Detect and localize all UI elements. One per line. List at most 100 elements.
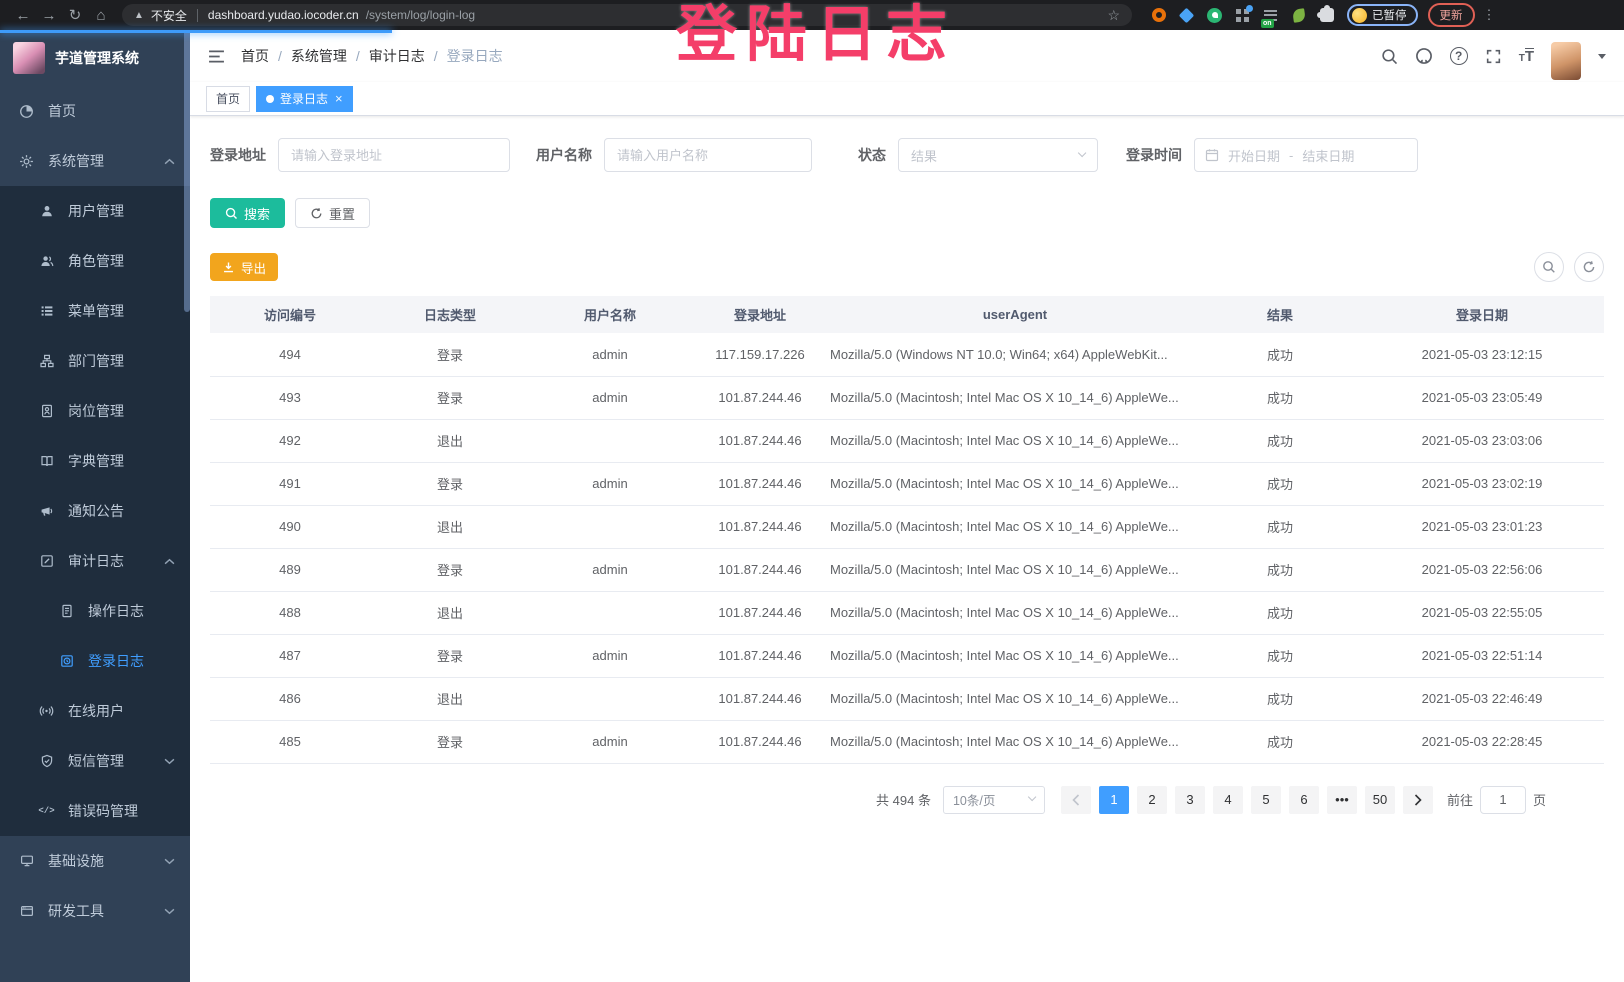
- app-logo: [13, 42, 45, 74]
- paused-badge[interactable]: 已暂停: [1347, 4, 1418, 26]
- page-button-3[interactable]: 3: [1174, 785, 1205, 814]
- page-more-button[interactable]: •••: [1326, 785, 1357, 814]
- export-button[interactable]: 导出: [210, 253, 279, 281]
- toggle-search-button[interactable]: [1534, 252, 1564, 282]
- table-row: 486 退出 101.87.244.46 Mozilla/5.0 (Macintosh…: [210, 677, 1604, 721]
- close-icon[interactable]: ×: [335, 91, 343, 106]
- tag-home[interactable]: 首页: [206, 85, 251, 112]
- browser-back-icon[interactable]: ←: [15, 6, 31, 24]
- sidebar-item-audit-log[interactable]: 审计日志: [0, 536, 190, 586]
- breadcrumb-system[interactable]: 系统管理: [290, 48, 347, 64]
- breadcrumb-home[interactable]: 首页: [241, 48, 269, 64]
- sidebar-scrollbar[interactable]: [184, 30, 190, 312]
- address-divider: [196, 8, 198, 22]
- page-button-1[interactable]: 1: [1098, 785, 1129, 814]
- sidebar-item-error-codes[interactable]: </> 错误码管理: [0, 786, 190, 836]
- page-button-5[interactable]: 5: [1250, 785, 1281, 814]
- sidebar-item-departments[interactable]: 部门管理: [0, 336, 190, 386]
- username-input[interactable]: [604, 138, 812, 172]
- status-label: 状态: [858, 147, 886, 163]
- sidebar-item-notices[interactable]: 通知公告: [0, 486, 190, 536]
- sidebar-item-posts[interactable]: 岗位管理: [0, 386, 190, 436]
- browser-reload-icon[interactable]: ↻: [68, 7, 82, 24]
- browser-home-icon[interactable]: ⌂: [96, 6, 106, 24]
- sidebar-item-infrastructure[interactable]: 基础设施: [0, 836, 190, 886]
- sidebar-item-sms[interactable]: 短信管理: [0, 736, 190, 786]
- status-select[interactable]: 结果: [898, 138, 1098, 172]
- loading-progress-bar: [0, 30, 392, 33]
- calendar-icon: [1205, 148, 1219, 162]
- tag-login-log[interactable]: 登录日志 ×: [256, 85, 353, 112]
- address-bar[interactable]: ▲ 不安全 dashboard.yudao.iocoder.cn/system/…: [122, 4, 1132, 26]
- sidebar-item-home[interactable]: 首页: [0, 86, 190, 136]
- table-row: 494 登录 admin 117.159.17.226 Mozilla/5.0 (Win…: [210, 333, 1604, 377]
- page-size-select[interactable]: 10条/页: [942, 785, 1045, 814]
- extension-list-icon[interactable]: on: [1261, 7, 1279, 28]
- book-icon: [38, 454, 55, 468]
- gear-icon: [18, 154, 35, 169]
- username-label: 用户名称: [536, 147, 592, 163]
- megaphone-icon: [38, 504, 55, 518]
- avatar[interactable]: [1551, 42, 1581, 80]
- caret-down-icon[interactable]: [1598, 53, 1606, 59]
- extension-orange-icon[interactable]: [1150, 7, 1167, 24]
- sidebar-item-roles[interactable]: 角色管理: [0, 236, 190, 286]
- sidebar-item-users[interactable]: 用户管理: [0, 186, 190, 236]
- sidebar-item-operation-log[interactable]: 操作日志: [0, 586, 190, 636]
- search-button[interactable]: 搜索: [210, 198, 286, 228]
- refresh-button[interactable]: [1574, 252, 1604, 282]
- sidebar-item-dictionary[interactable]: 字典管理: [0, 436, 190, 486]
- prev-page-button[interactable]: [1060, 785, 1091, 814]
- table-row: 485 登录 admin 101.87.244.46 Mozilla/5.0 (Maci…: [210, 720, 1604, 764]
- extension-green-circle-icon[interactable]: [1206, 7, 1223, 24]
- next-page-button[interactable]: [1402, 785, 1433, 814]
- filter-form: 登录地址 用户名称 状态 结果 登录时间 开始日期 - 结束日期: [210, 138, 1604, 172]
- shield-check-icon: [38, 754, 55, 768]
- update-button[interactable]: 更新: [1427, 3, 1475, 27]
- reset-button[interactable]: 重置: [295, 198, 371, 228]
- sidebar-item-menus[interactable]: 菜单管理: [0, 286, 190, 336]
- security-warning[interactable]: 不安全: [150, 8, 187, 23]
- date-range-picker[interactable]: 开始日期 - 结束日期: [1194, 138, 1418, 172]
- login-address-input[interactable]: [278, 138, 510, 172]
- pen-square-icon: [38, 554, 55, 568]
- sidebar-item-online-users[interactable]: 在线用户: [0, 686, 190, 736]
- extension-gem-icon[interactable]: [1178, 7, 1195, 24]
- goto-page-input[interactable]: [1479, 785, 1526, 814]
- table-row: 487 登录 admin 101.87.244.46 Mozilla/5.0 (Maci…: [210, 634, 1604, 678]
- bookmark-star-icon[interactable]: ☆: [1107, 6, 1120, 23]
- sidebar-item-system[interactable]: 系统管理: [0, 136, 190, 186]
- app-logo-row[interactable]: 芋道管理系统: [0, 30, 190, 86]
- signal-icon: [38, 704, 55, 718]
- page-button-2[interactable]: 2: [1136, 785, 1167, 814]
- browser-forward-icon[interactable]: →: [41, 6, 57, 24]
- sidebar-item-login-log[interactable]: 登录日志: [0, 636, 190, 686]
- breadcrumb-audit-log[interactable]: 审计日志: [368, 48, 425, 64]
- table-row: 492 退出 101.87.244.46 Mozilla/5.0 (Macintosh…: [210, 419, 1604, 463]
- sidebar-item-dev-tools[interactable]: 研发工具: [0, 886, 190, 936]
- col-header-result: 结果: [1200, 296, 1360, 333]
- page-button-50[interactable]: 50: [1364, 785, 1395, 814]
- github-icon[interactable]: [1415, 47, 1433, 65]
- browser-menu-icon[interactable]: ⋮: [1482, 7, 1496, 22]
- hamburger-icon[interactable]: [208, 49, 225, 64]
- extensions-puzzle-icon[interactable]: [1316, 5, 1335, 24]
- extension-grid-icon[interactable]: [1234, 4, 1253, 24]
- goto-label: 前往: [1446, 793, 1473, 808]
- page-button-6[interactable]: 6: [1288, 785, 1319, 814]
- table-row: 493 登录 admin 101.87.244.46 Mozilla/5.0 (Maci…: [210, 376, 1604, 420]
- user-icon: [38, 204, 55, 218]
- monitor-icon: [18, 854, 35, 868]
- extension-leaf-icon[interactable]: [1290, 7, 1307, 24]
- search-icon[interactable]: [1381, 48, 1398, 65]
- url-path: /system/log/login-log: [365, 8, 476, 22]
- document-icon: [58, 604, 75, 618]
- table-row: 488 退出 101.87.244.46 Mozilla/5.0 (Macintosh…: [210, 591, 1604, 635]
- fullscreen-icon[interactable]: [1485, 48, 1502, 65]
- table-header-row: 访问编号 日志类型 用户名称 登录地址 userAgent 结果 登录日期: [210, 296, 1604, 333]
- help-icon[interactable]: ?: [1449, 47, 1468, 65]
- breadcrumb: 首页 / 系统管理 / 审计日志 / 登录日志: [241, 48, 503, 64]
- page-button-4[interactable]: 4: [1212, 785, 1243, 814]
